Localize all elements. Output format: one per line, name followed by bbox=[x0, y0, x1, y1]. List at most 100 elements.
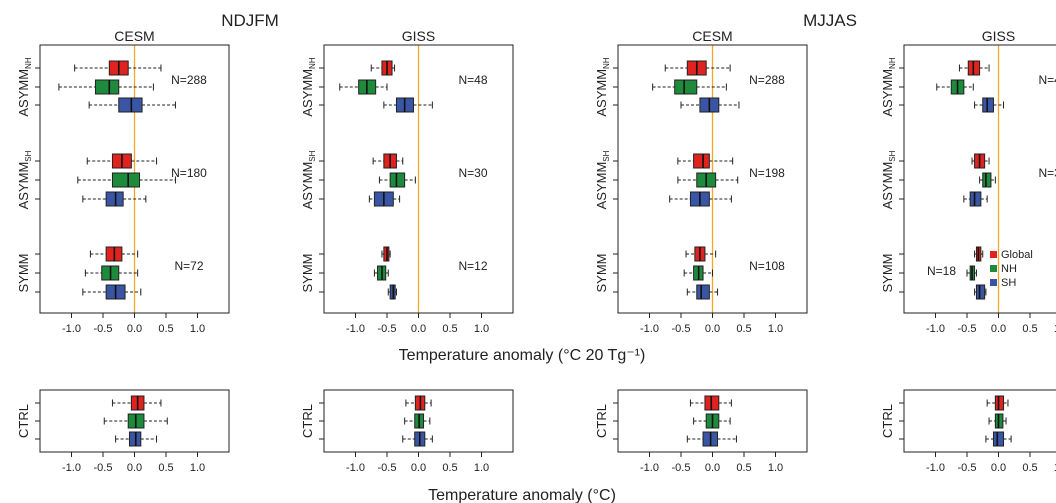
box-global bbox=[86, 153, 158, 169]
box-nh bbox=[339, 79, 388, 95]
legend-label: SH bbox=[1001, 277, 1016, 289]
box-nh bbox=[84, 265, 139, 281]
box-sh bbox=[975, 284, 986, 300]
top-x-tick-label: 0.5 bbox=[1022, 323, 1037, 335]
box-sh bbox=[105, 191, 124, 207]
box-sh bbox=[686, 284, 719, 300]
ctrl-label: CTRL bbox=[300, 404, 315, 438]
group-label: SYMM bbox=[16, 254, 31, 293]
top-x-tick-label: 1.0 bbox=[1054, 323, 1056, 335]
panel-title: CESM bbox=[692, 28, 732, 44]
ctrl-x-tick-label: -1.0 bbox=[346, 462, 365, 474]
n-label: N=18 bbox=[927, 264, 956, 278]
group-label: SYMM bbox=[300, 254, 315, 293]
box-nh bbox=[683, 265, 713, 281]
panel-title: CESM bbox=[114, 28, 154, 44]
n-label: N=198 bbox=[749, 166, 785, 180]
box-sh bbox=[974, 284, 987, 300]
box-sh bbox=[982, 97, 994, 113]
box-nh bbox=[966, 265, 977, 281]
ctrl-x-tick-label: -1.0 bbox=[62, 462, 81, 474]
top-x-tick-label: 0.0 bbox=[705, 323, 720, 335]
group-label: ASYMMNH bbox=[300, 57, 317, 116]
n-label: N=288 bbox=[171, 73, 207, 87]
ctrl-panel-ndjfm-cesm: CTRL -1.0 -0.5 0.0 0.5 1.0 bbox=[16, 389, 230, 474]
panels: CESM ASYMMNH N=288 ASYMMSH N=180 SYMM N=72 -1.0… bbox=[16, 28, 1056, 474]
top-x-tick-label: 0.5 bbox=[736, 323, 751, 335]
n-label: N=180 bbox=[171, 166, 207, 180]
panel-ndjfm-giss: GISS ASYMMNH N=48 ASYMMSH N=30 SYMM N=12 -1.0 -0… bbox=[300, 28, 514, 474]
box-nh bbox=[378, 172, 416, 188]
top-x-tick-label: 0.0 bbox=[991, 323, 1006, 335]
panel-title: GISS bbox=[982, 28, 1015, 44]
ctrl-x-tick-label: 0.5 bbox=[442, 462, 457, 474]
ctrl-box-nh bbox=[693, 413, 731, 429]
box-global bbox=[381, 246, 391, 262]
ctrl-x-tick-label: 0.5 bbox=[1022, 462, 1037, 474]
top-x-tick-label: -0.5 bbox=[672, 323, 691, 335]
top-x-tick-label: 0.0 bbox=[127, 323, 142, 335]
legend-swatch bbox=[990, 251, 997, 258]
group-label: ASYMMSH bbox=[594, 150, 611, 209]
box-nh bbox=[94, 79, 120, 95]
group-label: ASYMMNH bbox=[594, 57, 611, 116]
box-global bbox=[958, 60, 990, 76]
box-sh bbox=[992, 431, 1005, 447]
ctrl-x-tick-label: 0.0 bbox=[127, 462, 142, 474]
box-nh bbox=[652, 79, 727, 95]
ctrl-box-sh bbox=[402, 431, 433, 447]
ctrl-panel-mjjas-giss: CTRL -1.0 -0.5 0.0 0.5 1.0 bbox=[880, 389, 1056, 474]
box-global bbox=[370, 60, 396, 76]
box-nh bbox=[982, 172, 992, 188]
box-global bbox=[971, 153, 990, 169]
box-sh bbox=[963, 191, 988, 207]
top-x-tick-label: -0.5 bbox=[958, 323, 977, 335]
ctrl-panel-mjjas-cesm: CTRL -1.0 -0.5 0.0 0.5 1.0 bbox=[594, 389, 808, 474]
group-label: ASYMMSH bbox=[300, 150, 317, 209]
legend-label: NH bbox=[1001, 263, 1017, 275]
ctrl-box-global bbox=[689, 395, 732, 411]
season-title-mjjas: MJJAS bbox=[803, 11, 857, 30]
top-x-tick-label: -1.0 bbox=[926, 323, 945, 335]
box-sh bbox=[969, 191, 982, 207]
n-label: N=72 bbox=[174, 259, 203, 273]
box-global bbox=[693, 153, 710, 169]
ctrl-x-tick-label: 1.0 bbox=[768, 462, 783, 474]
group-label: ASYMMSH bbox=[880, 150, 897, 209]
box-nh bbox=[936, 79, 974, 95]
ctrl-x-tick-label: -0.5 bbox=[672, 462, 691, 474]
box-nh bbox=[674, 79, 698, 95]
group-label: ASYMMNH bbox=[16, 57, 33, 116]
box-sh bbox=[669, 191, 732, 207]
box-sh bbox=[368, 191, 401, 207]
panel-ndjfm-cesm: CESM ASYMMNH N=288 ASYMMSH N=180 SYMM N=72 -1.0… bbox=[16, 28, 230, 474]
legend-item-global: Global bbox=[990, 249, 1033, 261]
n-label: N=12 bbox=[458, 259, 487, 273]
top-x-tick-label: 0.5 bbox=[158, 323, 173, 335]
box-sh bbox=[696, 284, 710, 300]
ctrl-x-tick-label: -1.0 bbox=[640, 462, 659, 474]
x-axis-label-top: Temperature anomaly (°C 20 Tg⁻¹) bbox=[399, 347, 646, 364]
box-global bbox=[685, 246, 717, 262]
box-nh bbox=[58, 79, 154, 95]
group-label: ASYMMNH bbox=[880, 57, 897, 116]
panel-title: GISS bbox=[402, 28, 435, 44]
n-label: N=288 bbox=[749, 73, 785, 87]
ctrl-x-tick-label: 0.5 bbox=[158, 462, 173, 474]
box-global bbox=[994, 395, 1005, 411]
box-global bbox=[677, 153, 734, 169]
n-label: N=48 bbox=[1038, 73, 1056, 87]
box-sh bbox=[88, 97, 176, 113]
ctrl-label: CTRL bbox=[880, 404, 895, 438]
box-sh bbox=[387, 284, 397, 300]
ctrl-box-global bbox=[986, 395, 1009, 411]
ctrl-box-global bbox=[405, 395, 432, 411]
panel-mjjas-giss: GISS ASYMMNH N=48 ASYMMSH N=33 SYMM N=18 -1.0 -0… bbox=[880, 28, 1056, 474]
ctrl-box-nh bbox=[988, 413, 1007, 429]
box-nh bbox=[111, 172, 141, 188]
group-label: ASYMMSH bbox=[16, 150, 33, 209]
ctrl-frame bbox=[903, 389, 1056, 453]
season-title-ndjfm: NDJFM bbox=[221, 11, 279, 30]
box-sh bbox=[383, 97, 433, 113]
